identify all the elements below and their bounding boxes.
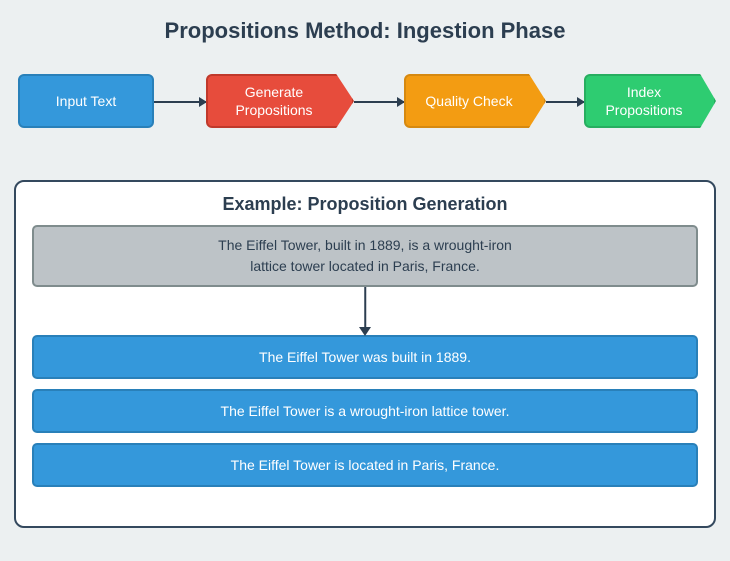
- proposition-box: The Eiffel Tower is located in Paris, Fr…: [32, 443, 698, 487]
- source-text-box: The Eiffel Tower, built in 1889, is a wr…: [32, 225, 698, 287]
- proposition-box: The Eiffel Tower was built in 1889.: [32, 335, 698, 379]
- flow-node-generate: Generate Propositions: [206, 74, 354, 128]
- proposition-box: The Eiffel Tower is a wrought-iron latti…: [32, 389, 698, 433]
- flow-connector: [546, 101, 584, 103]
- flow-connector: [154, 101, 206, 103]
- flow-node-quality: Quality Check: [404, 74, 546, 128]
- flow-connector: [354, 101, 404, 103]
- page-title: Propositions Method: Ingestion Phase: [0, 0, 730, 44]
- flow-node-input: Input Text: [18, 74, 154, 128]
- example-title: Example: Proposition Generation: [32, 194, 698, 215]
- example-panel: Example: Proposition Generation The Eiff…: [14, 180, 716, 528]
- down-arrow: [32, 287, 698, 335]
- flow-node-index: Index Propositions: [584, 74, 716, 128]
- flow-row: Input Text Generate Propositions Quality…: [14, 74, 716, 174]
